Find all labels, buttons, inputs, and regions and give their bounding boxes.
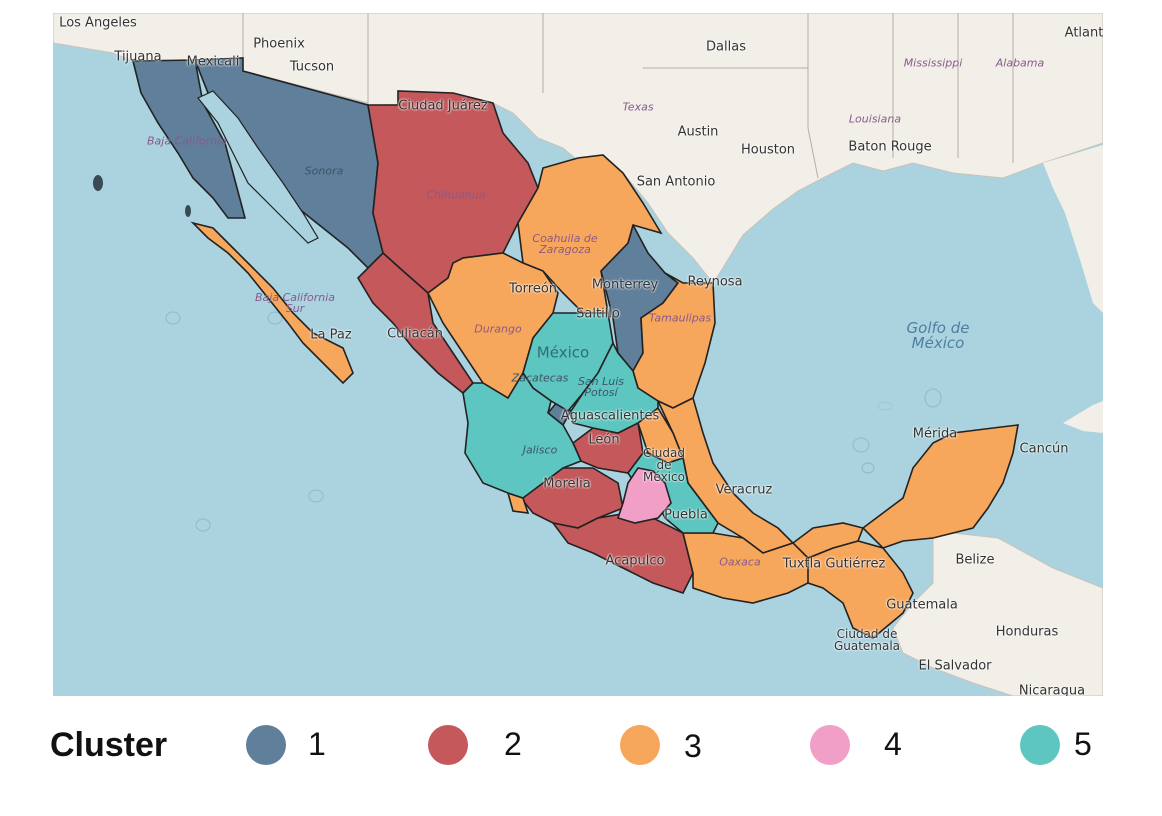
region-label: San Luis Potosí <box>577 375 625 399</box>
legend-swatch <box>810 725 850 765</box>
city-label: La Paz <box>310 327 352 343</box>
city-label: Monterrey <box>591 277 659 293</box>
water-label: Golfo de México <box>906 319 970 352</box>
pacific-islet <box>267 311 283 325</box>
city-label: Tucson <box>289 59 335 75</box>
city-label: El Salvador <box>918 658 992 674</box>
city-label: Culiacán <box>387 326 443 342</box>
region-label: Sonora <box>304 164 344 178</box>
city-label: Acapulco <box>605 553 665 569</box>
map-view[interactable]: Los Angeles Phoenix Tijuana Mexicali Tuc… <box>53 13 1103 696</box>
pacific-islet <box>93 175 103 191</box>
region-label: Alabama <box>995 56 1045 70</box>
city-label: México <box>536 343 590 362</box>
city-label: León <box>588 432 620 448</box>
legend-label: 2 <box>504 726 522 762</box>
legend-swatch <box>620 725 660 765</box>
city-label: Mérida <box>912 426 958 442</box>
pacific-islet <box>165 311 181 325</box>
legend-swatch <box>1020 725 1060 765</box>
city-label: Austin <box>677 124 719 140</box>
region-label: Chihuahua <box>426 188 486 202</box>
legend-label: 3 <box>684 728 702 764</box>
city-label: Puebla <box>664 507 708 523</box>
pacific-islet <box>308 489 324 503</box>
region-label: Durango <box>474 322 522 336</box>
region-label: Tamaulipas <box>648 311 712 325</box>
city-label: Mexicali <box>186 54 240 70</box>
city-label: Ciudad Juárez <box>398 98 488 114</box>
city-label: Ciudad de México <box>643 446 685 484</box>
florida-land <box>1043 145 1103 313</box>
cluster-2-states <box>356 90 694 594</box>
city-label: Veracruz <box>715 482 773 498</box>
city-label: Honduras <box>995 624 1059 640</box>
region-label: Texas <box>622 100 654 114</box>
legend: Cluster 1 2 3 4 5 <box>50 722 1110 768</box>
state-san-luis-potosi <box>570 341 659 434</box>
city-label: Houston <box>740 142 796 158</box>
pacific-islet <box>185 205 191 217</box>
state-jalisco <box>462 371 583 499</box>
city-label: Nicaragua <box>1018 683 1086 697</box>
state-cdmx-morelos <box>616 467 672 524</box>
us-borders <box>242 13 1014 179</box>
legend-swatch <box>428 725 468 765</box>
legend-label: 5 <box>1074 726 1092 762</box>
city-label: Belize <box>955 552 995 568</box>
city-label: Tuxtla Gutiérrez <box>782 556 886 572</box>
legend-title: Cluster <box>50 726 168 764</box>
city-label: Atlant <box>1064 25 1103 41</box>
city-label: Baton Rouge <box>848 139 932 155</box>
city-label: Saltillo <box>576 306 620 322</box>
legend-swatch <box>246 725 286 765</box>
central-america-land <box>892 532 1103 696</box>
state-baja-california-sur <box>190 221 354 385</box>
region-label: Baja California <box>146 134 228 148</box>
city-label: Torreón <box>508 281 558 297</box>
region-label: Louisiana <box>848 112 902 126</box>
city-label: Dallas <box>706 39 746 55</box>
region-label: Oaxaca <box>719 555 761 569</box>
city-label: Los Angeles <box>59 15 137 31</box>
region-label: Coahuila de Zaragoza <box>532 232 598 256</box>
legend-label: 1 <box>308 726 326 762</box>
city-label: Aguascalientes <box>560 408 660 424</box>
state-yucatan-peninsula <box>861 424 1019 549</box>
city-label: Phoenix <box>253 36 305 52</box>
state-tabasco <box>791 522 865 559</box>
region-label: Jalisco <box>522 443 558 457</box>
gulf-islet <box>877 401 893 411</box>
region-label: Baja California Sur <box>254 291 335 315</box>
map-canvas <box>53 13 1103 696</box>
city-label: Cancún <box>1019 441 1069 457</box>
state-chihuahua <box>367 90 539 295</box>
gulf-of-california <box>197 90 319 244</box>
gulf-islet <box>861 462 875 474</box>
city-label: Reynosa <box>687 274 743 290</box>
region-label: Mississippi <box>903 56 963 70</box>
cuba-island <box>1063 401 1103 433</box>
region-label: Zacatecas <box>511 371 569 385</box>
city-label: Guatemala <box>886 597 958 613</box>
gulf-islet <box>924 388 942 408</box>
city-label: San Antonio <box>636 174 716 190</box>
city-label: Tijuana <box>114 49 162 65</box>
city-label: Ciudad de Guatemala <box>833 627 901 653</box>
gulf-islet <box>852 437 870 453</box>
pacific-islet <box>195 518 211 532</box>
city-label: Morelia <box>543 476 591 492</box>
legend-label: 4 <box>884 726 902 762</box>
